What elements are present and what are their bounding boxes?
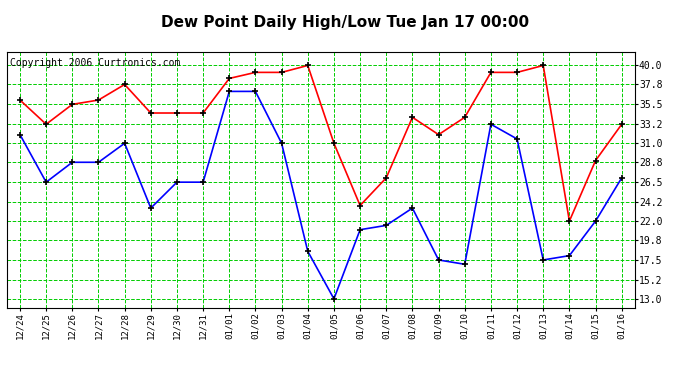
Text: Copyright 2006 Curtronics.com: Copyright 2006 Curtronics.com [10, 58, 180, 68]
Text: Dew Point Daily High/Low Tue Jan 17 00:00: Dew Point Daily High/Low Tue Jan 17 00:0… [161, 15, 529, 30]
